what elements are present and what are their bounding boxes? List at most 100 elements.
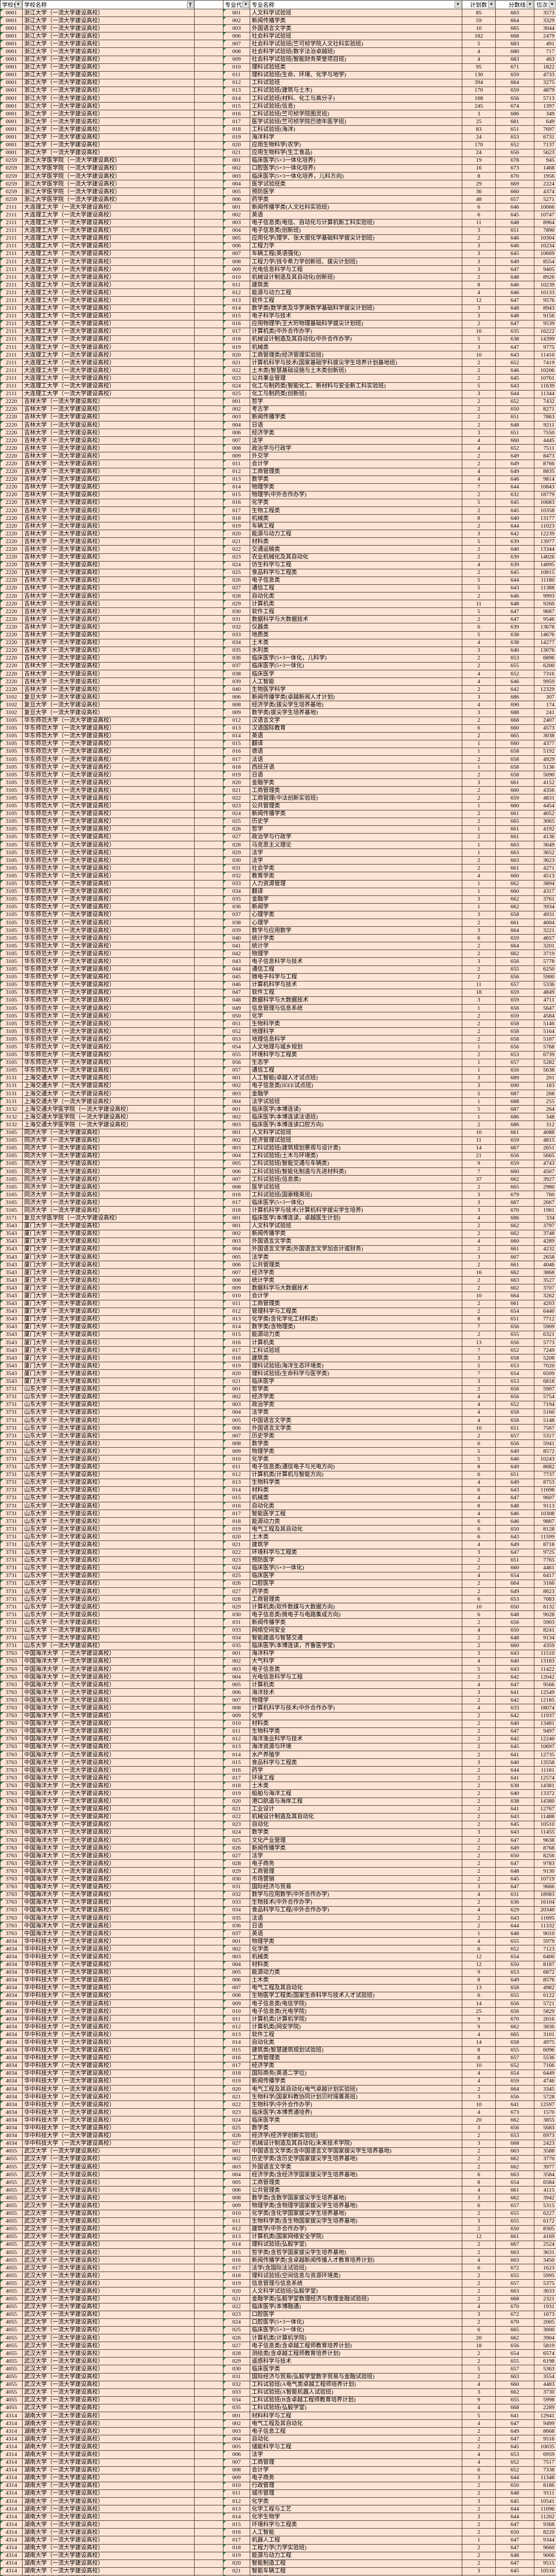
major-code-cell[interactable]: 017 <box>223 2536 250 2545</box>
major-name-cell[interactable]: 物理学类(含物理学国家拔尖学生培养基地) <box>250 2201 462 2210</box>
major-code-cell[interactable]: 040 <box>223 685 250 694</box>
rank-cell[interactable]: 3631 <box>534 2248 556 2257</box>
rank-cell[interactable]: 5683 <box>534 2124 556 2132</box>
plan-count-cell[interactable]: 3 <box>462 1649 496 1658</box>
school-name-cell[interactable]: 华东师范大学（一流大学建设高校） <box>22 771 195 779</box>
major-name-cell[interactable]: 电子信息类(电信、自动化与计算机新工科实验班) <box>250 218 462 227</box>
major-code-cell[interactable]: 003 <box>223 2427 250 2436</box>
score-line-cell[interactable]: 642 <box>495 1673 534 1682</box>
plan-count-cell[interactable]: 4 <box>462 2302 496 2311</box>
plan-count-cell[interactable]: 9 <box>462 1968 496 1977</box>
major-code-cell[interactable]: 040 <box>223 934 250 943</box>
score-line-cell[interactable]: 650 <box>495 2528 534 2537</box>
major-code-cell[interactable]: 008 <box>223 1439 250 1448</box>
score-line-cell[interactable]: 644 <box>495 2513 534 2521</box>
score-line-cell[interactable]: 658 <box>495 1354 534 1363</box>
major-name-cell[interactable]: 社会科学试验班 <box>250 32 462 41</box>
rank-cell[interactable]: 5713 <box>534 94 556 103</box>
spacer-cell[interactable] <box>194 996 223 1005</box>
spacer-cell[interactable] <box>194 1346 223 1355</box>
score-line-cell[interactable]: 656 <box>495 2124 534 2132</box>
rank-cell[interactable]: 10234 <box>534 242 556 250</box>
plan-count-cell[interactable]: 2 <box>462 545 496 554</box>
major-name-cell[interactable]: 社会科学试验班(智能财务荣誉项目班) <box>250 55 462 64</box>
rank-cell[interactable]: 5146 <box>534 1020 556 1028</box>
rank-cell[interactable]: 12329 <box>534 685 556 694</box>
rank-cell[interactable]: 3345 <box>534 2085 556 2094</box>
school-code-cell[interactable]: 4314 <box>0 2458 23 2467</box>
score-line-cell[interactable]: 660 <box>495 872 534 880</box>
spacer-cell[interactable] <box>194 1960 223 1969</box>
school-name-cell[interactable]: 浙江大学（一流大学建设高校） <box>22 117 195 126</box>
school-code-cell[interactable]: 2111 <box>0 242 23 250</box>
rank-cell[interactable]: 1956 <box>534 172 556 181</box>
spacer-cell[interactable] <box>194 1844 223 1853</box>
school-name-cell[interactable]: 吉林大学（一流大学建设高校） <box>22 467 195 476</box>
spacer-cell[interactable] <box>194 1463 223 1471</box>
major-code-cell[interactable]: 009 <box>223 1447 250 1456</box>
school-name-cell[interactable]: 吉林大学（一流大学建设高校） <box>22 522 195 531</box>
school-code-cell[interactable]: 4034 <box>0 1976 23 1985</box>
score-line-cell[interactable]: 648 <box>495 2489 534 2498</box>
rank-cell[interactable]: 3748 <box>534 1229 556 1238</box>
school-code-cell[interactable]: 3105 <box>0 739 23 748</box>
rank-cell[interactable]: 7697 <box>534 125 556 134</box>
rank-cell[interactable]: 12239 <box>534 530 556 538</box>
major-name-cell[interactable]: 电子科学与技术 <box>250 312 462 320</box>
school-name-cell[interactable]: 同济大学（一流大学建设高校） <box>22 1183 195 1192</box>
school-name-cell[interactable]: 山东大学（一流大学建设高校） <box>22 1416 195 1425</box>
spacer-cell[interactable] <box>194 1657 223 1666</box>
major-name-cell[interactable]: 生物科学类(含生物国家拔尖学生培养基地) <box>250 2217 462 2226</box>
major-name-cell[interactable]: 物理学类 <box>250 1447 462 1456</box>
rank-cell[interactable]: 9516 <box>534 2435 556 2444</box>
spacer-cell[interactable] <box>194 2513 223 2521</box>
major-code-cell[interactable]: 010 <box>223 2209 250 2218</box>
rank-cell[interactable]: 4982 <box>534 1984 556 1992</box>
spacer-cell[interactable] <box>194 841 223 850</box>
plan-count-cell[interactable]: 59 <box>462 16 496 25</box>
score-line-cell[interactable]: 662 <box>495 2334 534 2343</box>
score-line-cell[interactable]: 639 <box>495 561 534 569</box>
rank-cell[interactable]: 3101 <box>534 2030 556 2039</box>
major-code-cell[interactable]: 005 <box>223 2178 250 2187</box>
score-line-cell[interactable]: 659 <box>495 996 534 1005</box>
plan-count-cell[interactable]: 3 <box>462 2217 496 2226</box>
plan-count-cell[interactable]: 4 <box>462 1681 496 1689</box>
school-name-cell[interactable]: 浙江大学（一流大学建设高校） <box>22 24 195 33</box>
score-line-cell[interactable]: 668 <box>495 2403 534 2412</box>
spacer-cell[interactable] <box>194 1681 223 1689</box>
major-name-cell[interactable]: 仪器类 <box>250 623 462 632</box>
rank-cell[interactable]: 4169 <box>534 2232 556 2241</box>
major-code-cell[interactable]: 010 <box>223 1455 250 1464</box>
score-line-cell[interactable]: 669 <box>495 180 534 189</box>
plan-count-cell[interactable]: 4 <box>462 1626 496 1635</box>
major-name-cell[interactable]: 统计学类 <box>250 1276 462 1285</box>
score-line-cell[interactable]: 660 <box>495 1641 534 1650</box>
plan-count-cell[interactable]: 5 <box>462 1665 496 1674</box>
plan-count-cell[interactable]: 2 <box>462 1330 496 1340</box>
major-name-cell[interactable]: 外交学 <box>250 452 462 461</box>
major-code-cell[interactable]: 034 <box>223 1634 250 1642</box>
major-name-cell[interactable]: 新闻传播学类 <box>250 2077 462 2086</box>
school-name-cell[interactable]: 中国海洋大学（一流大学建设高校） <box>22 1852 195 1860</box>
rank-cell[interactable]: 9028 <box>534 1611 556 1619</box>
major-code-cell[interactable]: 006 <box>223 1424 250 1433</box>
spacer-cell[interactable] <box>194 16 223 25</box>
major-code-cell[interactable]: 004 <box>223 180 250 189</box>
school-name-cell[interactable]: 湖南大学（一流大学建设高校） <box>22 2481 195 2490</box>
plan-count-cell[interactable]: 2 <box>462 460 496 468</box>
school-code-cell[interactable]: 3105 <box>0 895 23 904</box>
plan-count-cell[interactable]: 5 <box>462 2365 496 2374</box>
plan-count-cell[interactable]: 12 <box>462 2232 496 2241</box>
school-name-cell[interactable]: 华东师范大学（一流大学建设高校） <box>22 739 195 748</box>
major-code-cell[interactable]: 001 <box>223 1214 250 1223</box>
school-name-cell[interactable]: 武汉大学（一流大学建设高校） <box>22 2225 195 2233</box>
major-name-cell[interactable]: 自动化类 <box>250 2038 462 2047</box>
rank-cell[interactable]: 10669 <box>534 249 556 259</box>
school-name-cell[interactable]: 中国海洋大学（一流大学建设高校） <box>22 1797 195 1806</box>
major-code-cell[interactable]: 006 <box>223 2186 250 2195</box>
plan-count-cell[interactable]: 3 <box>462 429 496 437</box>
school-name-cell[interactable]: 山东大学（一流大学建设高校） <box>22 1533 195 1541</box>
school-name-cell[interactable]: 中国海洋大学（一流大学建设高校） <box>22 1867 195 1876</box>
plan-count-cell[interactable]: 4 <box>462 2069 496 2078</box>
